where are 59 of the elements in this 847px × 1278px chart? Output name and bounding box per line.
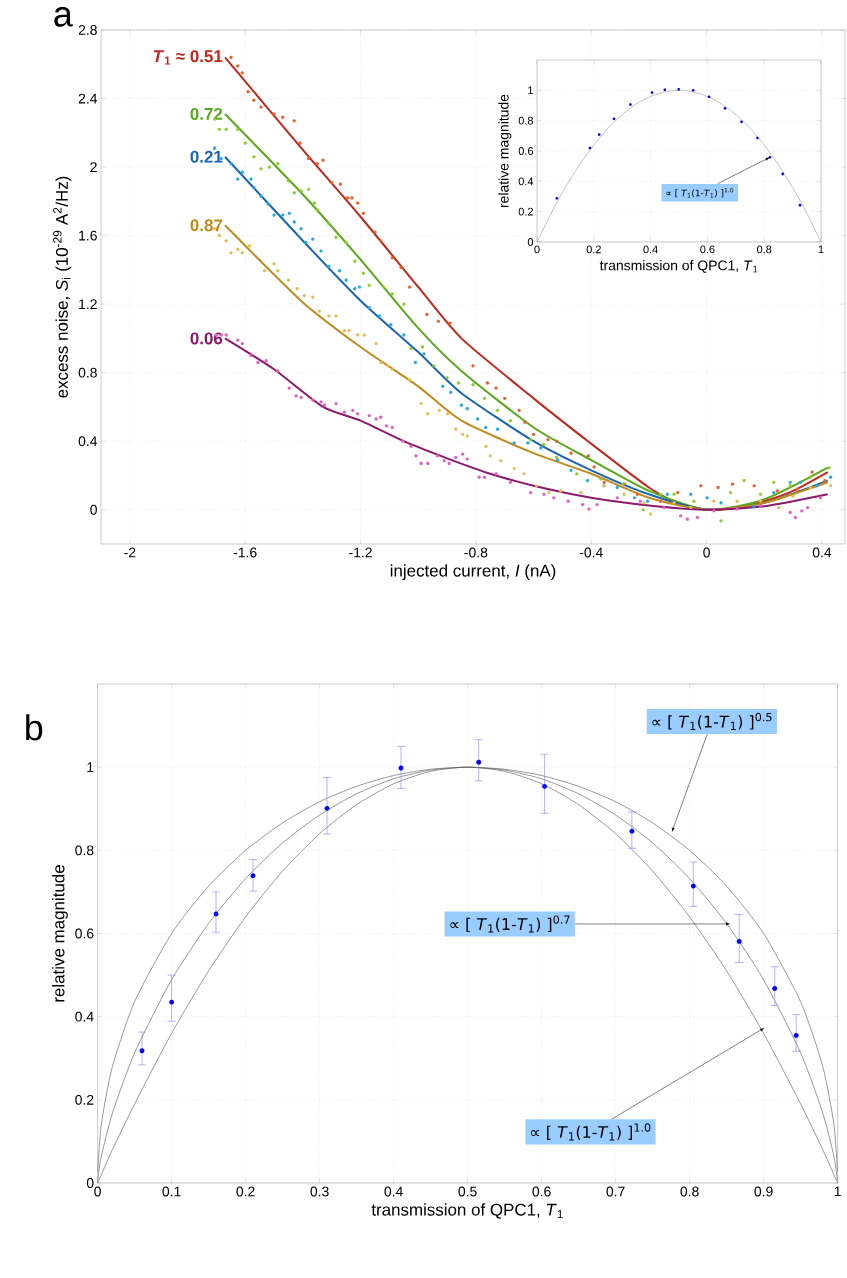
x-tick-label: -0.8 bbox=[464, 547, 488, 558]
y-tick-label: 0.8 bbox=[78, 367, 97, 378]
y-tick-label: 1 bbox=[87, 762, 94, 772]
y-tick-label: 0.6 bbox=[518, 147, 533, 155]
y-tick-label: 0.6 bbox=[75, 928, 94, 939]
y-tick-label: 2 bbox=[90, 162, 97, 172]
x-tick-label: 0.2 bbox=[586, 245, 601, 254]
x-tick-label: 1 bbox=[818, 245, 824, 254]
text: b bbox=[26, 714, 43, 741]
x-tick-label: 0.2 bbox=[236, 1186, 255, 1197]
y-tick-label: 0.8 bbox=[518, 116, 533, 125]
x-tick-label: 0.4 bbox=[384, 1186, 403, 1197]
x-tick-label: 0.6 bbox=[700, 245, 715, 254]
x-tick-label: 0 bbox=[703, 547, 710, 558]
y-tick-label: 0.4 bbox=[78, 436, 98, 447]
series-label: 0.21 bbox=[190, 150, 223, 163]
y-tick-label: 0.8 bbox=[75, 845, 94, 856]
y-axis-title: excess noise, S$_{i}$ (10$^{-29}$ A$^{2}$/Hz) bbox=[53, 176, 72, 398]
series-label: 0.87 bbox=[190, 219, 223, 232]
x-tick-label: 0.4 bbox=[812, 547, 832, 558]
x-tick-label: 0.7 bbox=[606, 1186, 625, 1197]
series-label: 0.72 bbox=[190, 107, 223, 120]
series-label: 0.06 bbox=[190, 332, 223, 345]
x-axis-title: injected current, I (nA) bbox=[390, 564, 556, 581]
y-axis-title: relative magnitude bbox=[52, 865, 68, 1002]
x-tick-label: 0.3 bbox=[310, 1186, 329, 1197]
y-tick-label: 0 bbox=[86, 1178, 94, 1188]
annotation: ∝ [ T$_{1}$(1-T$_{1}$) ]$^{0.7}$ bbox=[450, 915, 570, 933]
y-tick-label: 0.2 bbox=[75, 1094, 94, 1105]
y-tick-label: 0 bbox=[527, 238, 534, 246]
x-tick-label: -2 bbox=[124, 547, 136, 558]
y-tick-label: 0 bbox=[90, 504, 97, 515]
y-axis-title: relative magnitude bbox=[498, 94, 512, 208]
x-tick-label: 0.5 bbox=[458, 1186, 477, 1197]
y-tick-label: 1.2 bbox=[79, 299, 97, 309]
y-tick-label: 0.2 bbox=[518, 207, 533, 216]
x-tick-label: 0.9 bbox=[754, 1186, 773, 1197]
x-tick-label: 0.8 bbox=[757, 245, 772, 254]
y-tick-label: 2.8 bbox=[78, 25, 97, 35]
series-label: T$_{1}$ ≈ 0.51 bbox=[153, 50, 223, 65]
x-tick-label: -1.6 bbox=[233, 547, 257, 558]
y-tick-label: 0.4 bbox=[518, 177, 534, 186]
annotation: ∝ [ T$_{1}$(1-T$_{1}$) ]$^{1.0}$ bbox=[666, 187, 734, 198]
y-tick-label: 1.6 bbox=[79, 230, 97, 241]
x-axis-title: transmission of QPC1, T$_{1}$ bbox=[599, 260, 758, 273]
x-tick-label: 1 bbox=[834, 1186, 841, 1197]
x-tick-label: -0.4 bbox=[579, 547, 603, 558]
y-tick-label: 1 bbox=[528, 86, 533, 95]
x-axis-title: transmission of QPC1, T$_{1}$ bbox=[371, 1203, 563, 1219]
x-tick-label: 0 bbox=[534, 245, 540, 254]
annotation: ∝ [ T$_{1}$(1-T$_{1}$) ]$^{1.0}$ bbox=[530, 1123, 651, 1141]
y-tick-label: 2.4 bbox=[78, 93, 98, 104]
x-tick-label: 0.1 bbox=[162, 1186, 181, 1197]
y-tick-label: 0.4 bbox=[75, 1011, 94, 1022]
x-tick-label: 0.4 bbox=[643, 245, 658, 254]
annotation: ∝ [ T$_{1}$(1-T$_{1}$) ]$^{0.5}$ bbox=[652, 712, 772, 730]
text: a bbox=[54, 7, 73, 27]
x-tick-label: 0.8 bbox=[680, 1186, 699, 1197]
x-tick-label: -1.2 bbox=[349, 547, 372, 558]
